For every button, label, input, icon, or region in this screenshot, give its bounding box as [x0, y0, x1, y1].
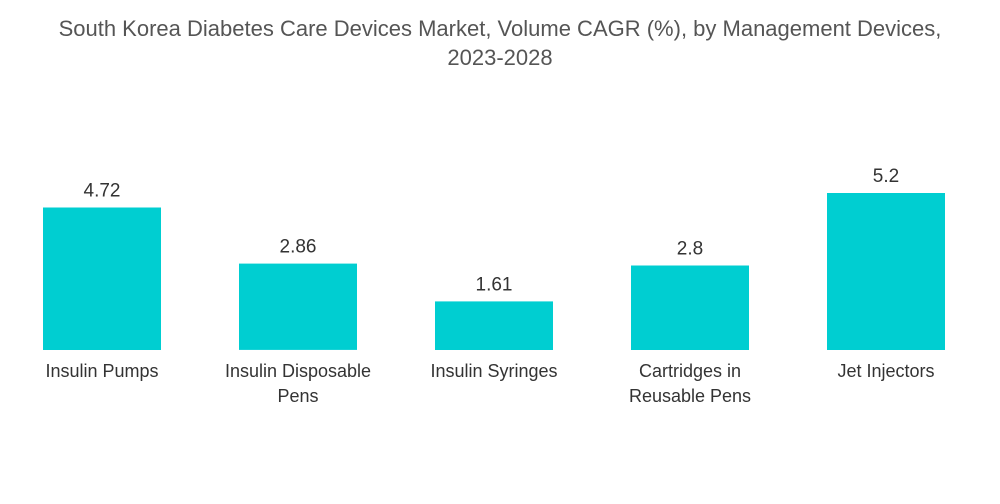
category-label-4: Jet Injectors	[837, 361, 934, 381]
category-label-2: Insulin Syringes	[430, 361, 557, 381]
value-label-4: 5.2	[873, 166, 899, 187]
bar-4	[827, 193, 945, 350]
bar-1	[239, 263, 357, 350]
value-label-0: 4.72	[84, 181, 121, 202]
value-label-3: 2.8	[677, 239, 703, 260]
chart-title: South Korea Diabetes Care Devices Market…	[58, 16, 942, 70]
category-label-0: Insulin Pumps	[45, 361, 158, 381]
bar-0	[43, 207, 161, 350]
value-label-2: 1.61	[476, 274, 513, 295]
bar-2	[435, 301, 553, 350]
value-label-1: 2.86	[280, 237, 317, 258]
category-label-1-line-0: Insulin Disposable	[225, 361, 371, 381]
category-label-3-line-1: Reusable Pens	[629, 386, 751, 406]
bar-3	[631, 265, 749, 350]
category-label-3-line-0: Cartridges in	[639, 361, 741, 381]
category-label-1-line-1: Pens	[277, 386, 318, 406]
